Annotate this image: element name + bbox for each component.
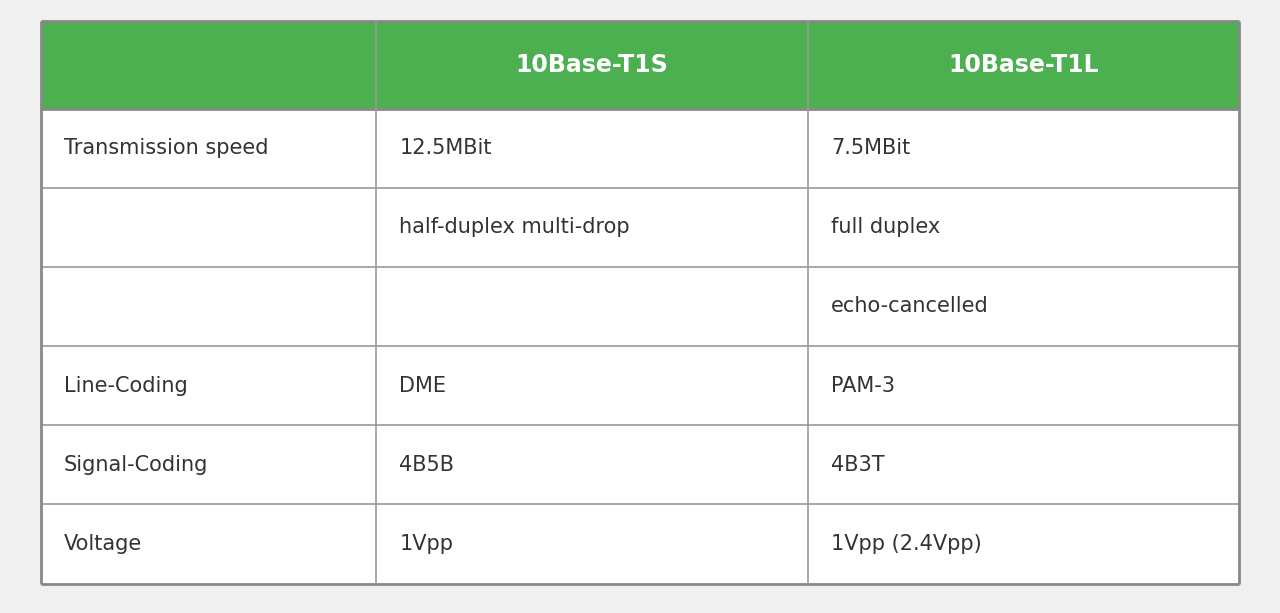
Bar — [808, 425, 1239, 504]
Bar — [41, 425, 376, 504]
Text: full duplex: full duplex — [831, 218, 940, 237]
Bar — [808, 267, 1239, 346]
Bar — [376, 425, 808, 504]
Text: Signal-Coding: Signal-Coding — [64, 455, 209, 475]
Text: 4B3T: 4B3T — [831, 455, 884, 475]
Text: PAM-3: PAM-3 — [831, 376, 895, 395]
Text: Voltage: Voltage — [64, 534, 142, 554]
Bar — [41, 21, 376, 109]
Bar — [41, 188, 376, 267]
Bar — [376, 267, 808, 346]
Text: 10Base-T1S: 10Base-T1S — [516, 53, 668, 77]
Bar — [376, 504, 808, 584]
Text: 12.5MBit: 12.5MBit — [399, 138, 492, 158]
Text: Line-Coding: Line-Coding — [64, 376, 188, 395]
Text: 1Vpp: 1Vpp — [399, 534, 453, 554]
Bar — [808, 346, 1239, 425]
Text: 7.5MBit: 7.5MBit — [831, 138, 910, 158]
Bar — [41, 267, 376, 346]
Bar — [41, 109, 376, 188]
Bar — [376, 346, 808, 425]
Text: Transmission speed: Transmission speed — [64, 138, 269, 158]
Bar — [808, 188, 1239, 267]
Text: echo-cancelled: echo-cancelled — [831, 297, 988, 316]
Bar — [376, 188, 808, 267]
Bar — [376, 109, 808, 188]
Bar — [376, 21, 808, 109]
Bar — [808, 109, 1239, 188]
Text: 4B5B: 4B5B — [399, 455, 454, 475]
Bar — [41, 346, 376, 425]
Text: 10Base-T1L: 10Base-T1L — [948, 53, 1098, 77]
Text: DME: DME — [399, 376, 447, 395]
Bar — [41, 504, 376, 584]
Bar — [808, 504, 1239, 584]
Bar — [808, 21, 1239, 109]
Text: half-duplex multi-drop: half-duplex multi-drop — [399, 218, 630, 237]
Text: 1Vpp (2.4Vpp): 1Vpp (2.4Vpp) — [831, 534, 982, 554]
